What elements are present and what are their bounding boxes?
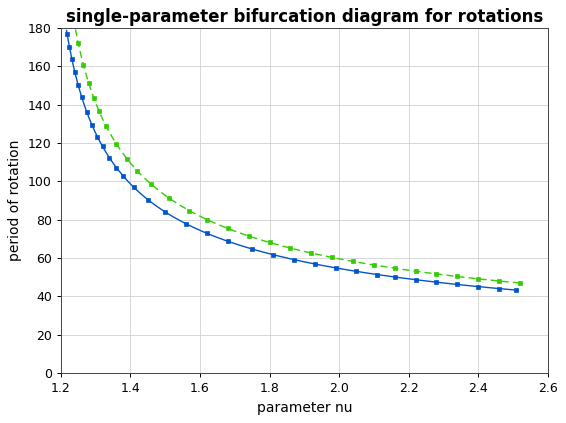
X-axis label: parameter nu: parameter nu xyxy=(256,401,352,415)
Title: single-parameter bifurcation diagram for rotations: single-parameter bifurcation diagram for… xyxy=(66,8,543,26)
Y-axis label: period of rotation: period of rotation xyxy=(8,140,22,261)
